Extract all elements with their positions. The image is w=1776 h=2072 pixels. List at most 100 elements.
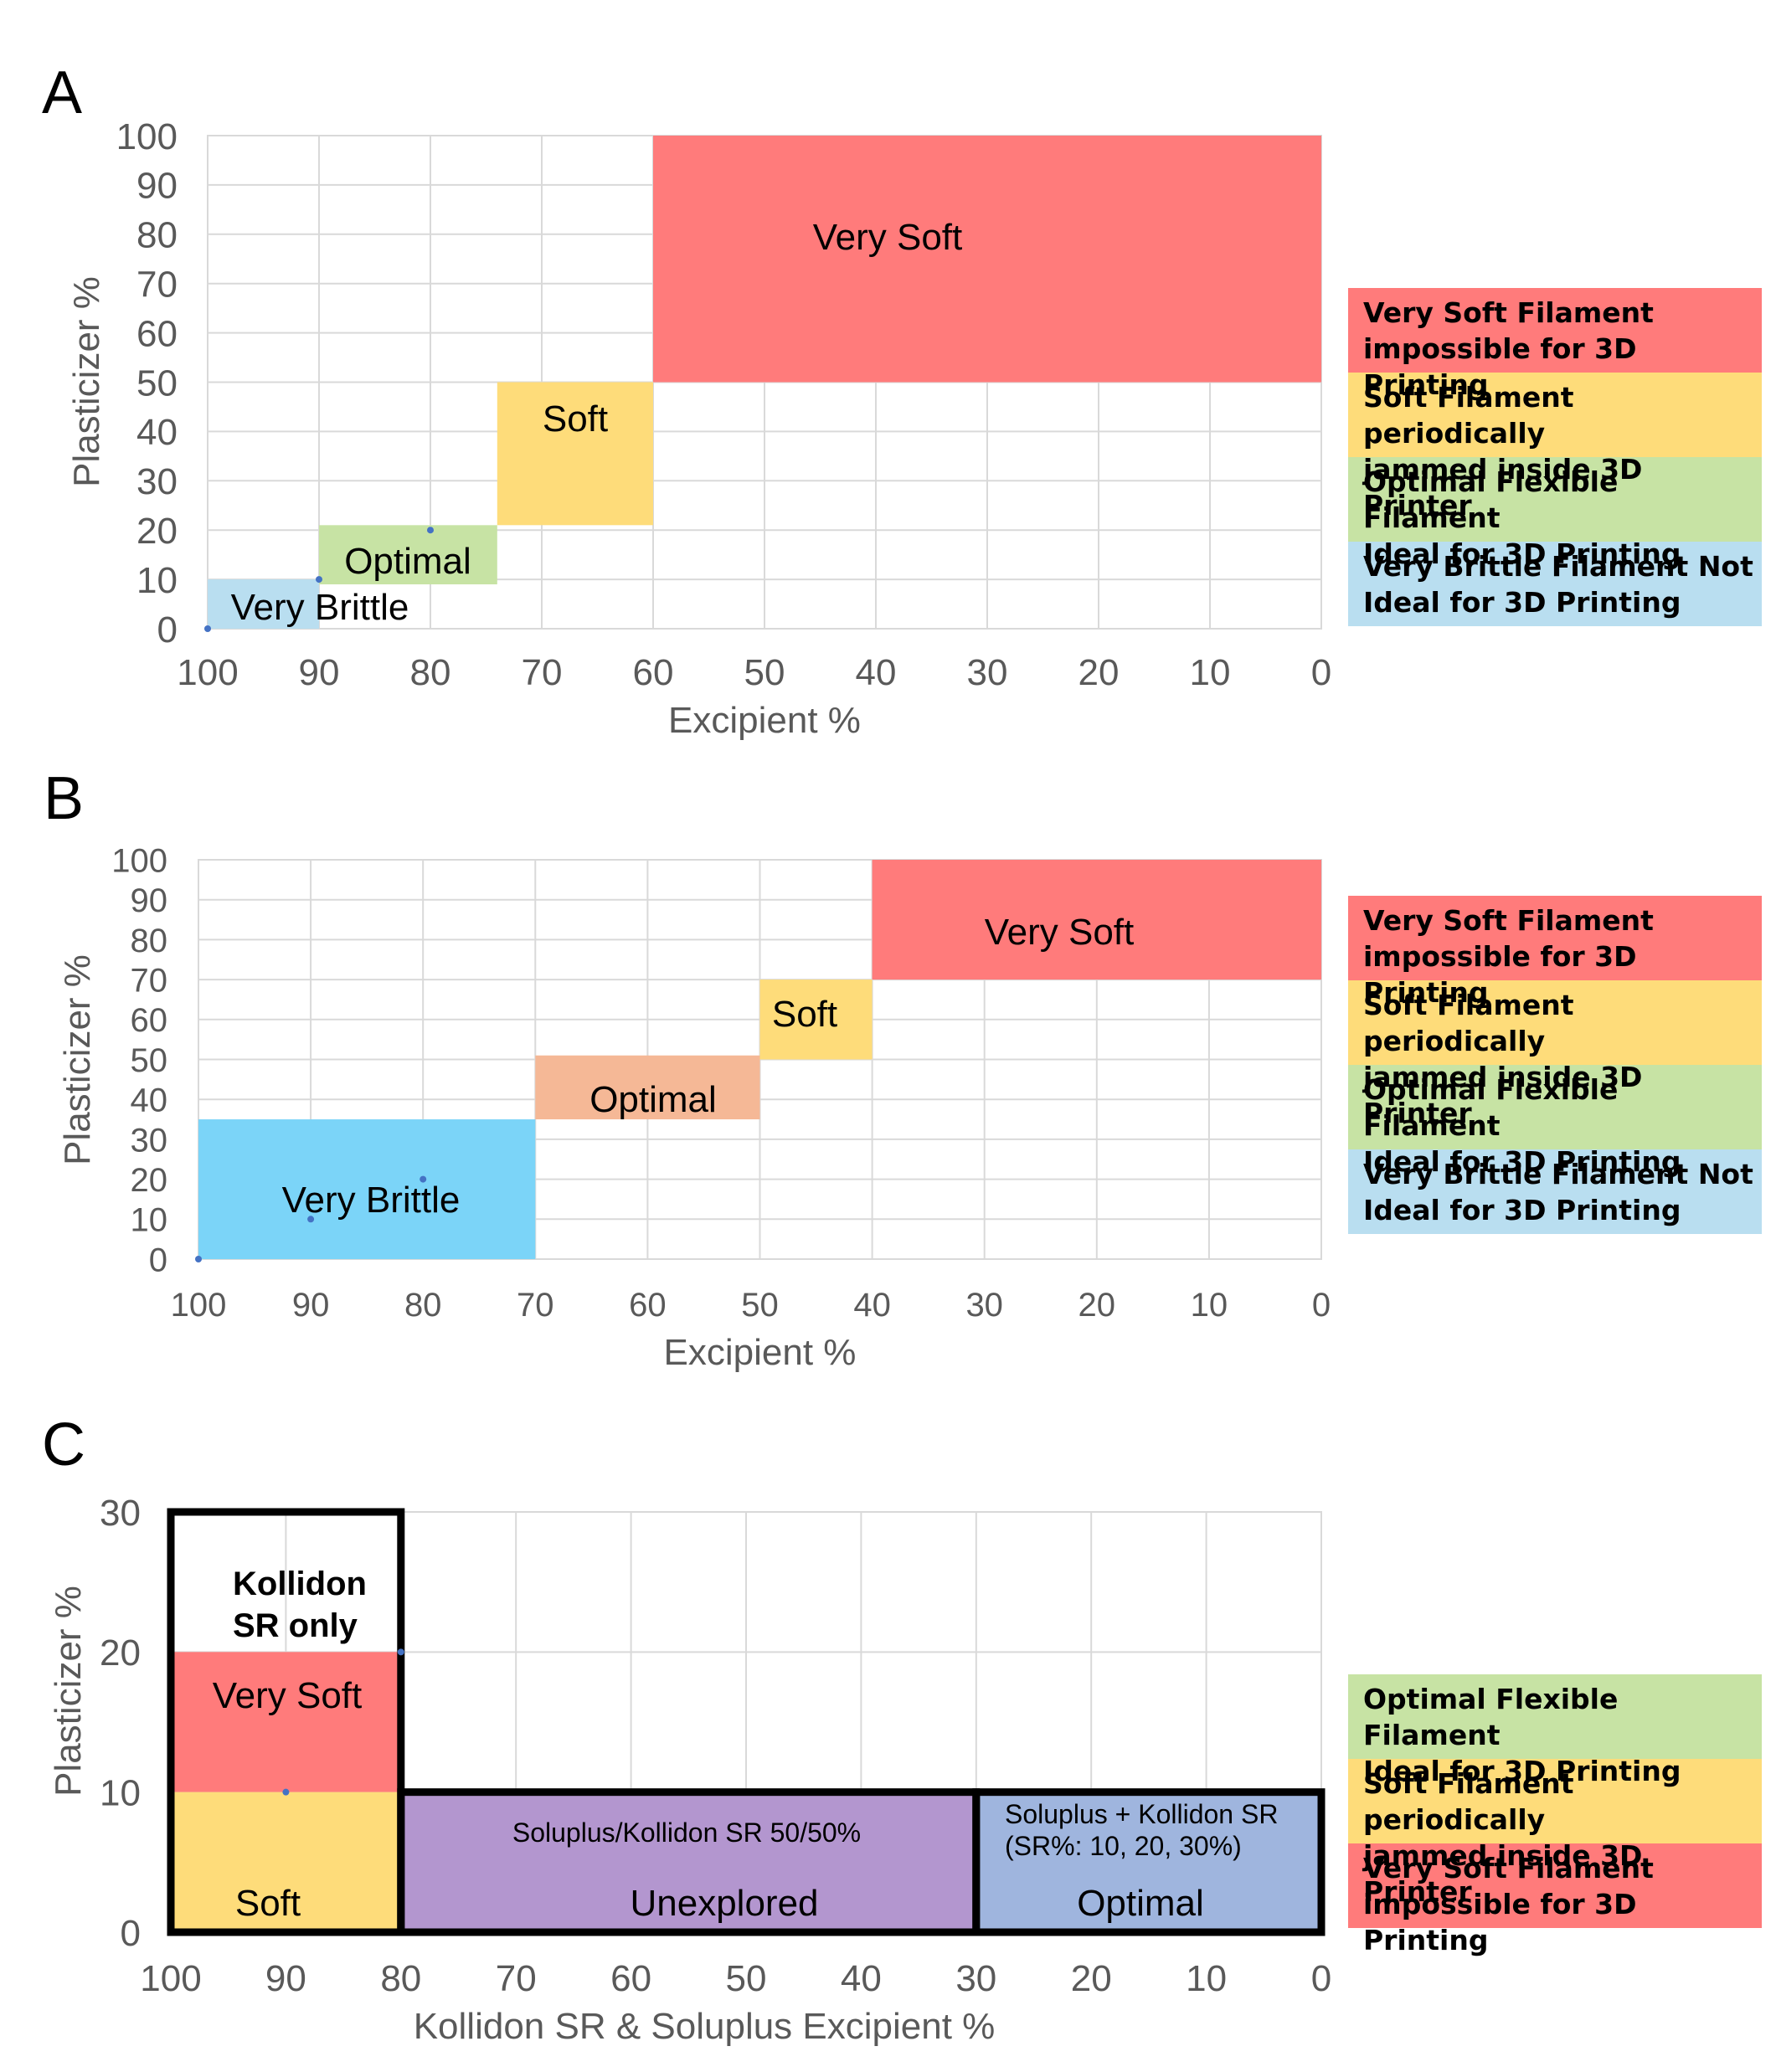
legend-text: impossible for 3D Printing xyxy=(1363,1888,1637,1956)
panel-label: A xyxy=(42,59,82,126)
legend-text: Soft Filament periodically xyxy=(1363,1767,1574,1836)
y-tick-label: 90 xyxy=(136,166,178,207)
legend-text: jammed inside 3D Printer xyxy=(1363,453,1643,522)
region-label: Soft xyxy=(772,994,837,1035)
y-tick-label: 10 xyxy=(100,1773,141,1814)
region-label: Very Soft xyxy=(213,1675,363,1716)
x-tick-label: 70 xyxy=(522,652,563,693)
x-tick-label: 20 xyxy=(1078,652,1120,693)
y-tick-label: 30 xyxy=(136,461,178,502)
y-tick-label: 40 xyxy=(136,412,178,453)
box-label: SR only xyxy=(233,1607,358,1644)
x-tick-label: 80 xyxy=(410,652,451,693)
y-tick-label: 60 xyxy=(136,313,178,354)
y-tick-label: 50 xyxy=(131,1042,168,1079)
legend-text: jammed inside 3D Printer xyxy=(1363,1839,1643,1908)
legend-text: Ideal for 3D Printing xyxy=(1363,1194,1681,1226)
legend-item-very-brittle: Very Brittle Filament Not Ideal for 3D Pr… xyxy=(1348,542,1762,626)
legend-panel-a: Very Soft Filament impossible for 3D Prin… xyxy=(1348,288,1762,626)
x-tick-label: 40 xyxy=(853,1287,891,1324)
x-tick-label: 70 xyxy=(496,1958,537,1999)
region-sublabel: Soluplus + Kollidon SR xyxy=(1005,1799,1278,1829)
region-optimal xyxy=(535,1055,760,1120)
x-tick-label: 0 xyxy=(1311,652,1331,693)
region-label: Soft xyxy=(235,1883,301,1924)
y-tick-label: 80 xyxy=(131,923,168,959)
x-tick-label: 10 xyxy=(1191,1287,1228,1324)
legend-item-optimal: Optimal Flexible Filament Ideal for 3D Pr… xyxy=(1348,1674,1762,1787)
x-tick-label: 20 xyxy=(1078,1287,1116,1324)
y-tick-label: 70 xyxy=(131,963,168,1000)
x-tick-label: 90 xyxy=(292,1287,330,1324)
legend-text: Soft Filament periodically xyxy=(1363,989,1574,1057)
legend-text: Very Soft Filament xyxy=(1363,1852,1654,1884)
y-tick-label: 70 xyxy=(136,265,178,306)
data-point xyxy=(204,625,211,632)
x-tick-label: 0 xyxy=(1312,1287,1331,1324)
y-axis-label: Plasticizer % xyxy=(57,954,98,1165)
data-point xyxy=(420,1175,427,1183)
y-tick-label: 10 xyxy=(136,560,178,601)
region-very-soft xyxy=(653,136,1321,383)
legend-text: jammed inside 3D Printer xyxy=(1363,1061,1643,1129)
x-tick-label: 90 xyxy=(265,1958,306,1999)
region-label: Optimal xyxy=(1077,1883,1204,1924)
x-tick-label: 100 xyxy=(171,1287,227,1324)
y-tick-label: 30 xyxy=(100,1493,141,1534)
y-tick-label: 40 xyxy=(131,1082,168,1119)
x-tick-label: 80 xyxy=(404,1287,442,1324)
x-tick-label: 100 xyxy=(177,652,238,693)
legend-item-soft: Soft Filament periodically jammed inside … xyxy=(1348,980,1762,1129)
legend-panel-b: Very Soft Filament impossible for 3D Prin… xyxy=(1348,896,1762,1234)
x-tick-label: 30 xyxy=(955,1958,996,1999)
x-tick-label: 50 xyxy=(741,1287,779,1324)
legend-text: Very Brittle Filament Not xyxy=(1363,550,1753,583)
region-unexplored xyxy=(400,1792,976,1932)
region-label: Optimal xyxy=(344,541,471,582)
legend-text: Ideal for 3D Printing xyxy=(1363,586,1681,619)
panel-label: B xyxy=(44,765,84,832)
legend-text: Optimal Flexible Filament xyxy=(1363,465,1619,534)
y-tick-label: 0 xyxy=(157,609,178,650)
x-axis-label: Excipient % xyxy=(664,1332,857,1373)
region-label: Soft xyxy=(543,398,608,440)
legend-panel-c: Optimal Flexible Filament Ideal for 3D Pr… xyxy=(1348,1674,1762,1956)
data-point xyxy=(427,527,434,534)
legend-text: Ideal for 3D Printing xyxy=(1363,1755,1681,1787)
legend-item-very-brittle: Very Brittle Filament Not Ideal for 3D Pr… xyxy=(1348,1149,1762,1234)
legend-text: Ideal for 3D Printing xyxy=(1363,1145,1681,1178)
x-tick-label: 100 xyxy=(140,1958,201,1999)
y-tick-label: 0 xyxy=(121,1913,141,1954)
legend-text: Very Soft Filament xyxy=(1363,904,1654,937)
region-very-brittle xyxy=(198,1119,536,1259)
x-axis-label: Excipient % xyxy=(668,700,861,741)
y-tick-label: 60 xyxy=(131,1002,168,1039)
region-optimal xyxy=(976,1792,1321,1932)
y-tick-label: 90 xyxy=(131,882,168,919)
region-very-brittle xyxy=(208,579,319,629)
region-label: Very Soft xyxy=(813,217,963,258)
legend-text: Optimal Flexible Filament xyxy=(1363,1683,1619,1751)
x-tick-label: 60 xyxy=(633,652,674,693)
region-soft xyxy=(171,1792,401,1932)
x-tick-label: 40 xyxy=(841,1958,882,1999)
legend-item-soft: Soft Filament periodically jammed inside … xyxy=(1348,373,1762,522)
legend-text: impossible for 3D Printing xyxy=(1363,332,1637,401)
x-tick-label: 10 xyxy=(1190,652,1231,693)
x-tick-label: 70 xyxy=(517,1287,554,1324)
x-tick-label: 30 xyxy=(967,652,1008,693)
y-tick-label: 30 xyxy=(131,1122,168,1159)
data-point xyxy=(307,1216,315,1223)
y-tick-label: 20 xyxy=(131,1162,168,1199)
y-axis-label: Plasticizer % xyxy=(66,276,107,487)
y-tick-label: 100 xyxy=(111,842,167,879)
legend-text: impossible for 3D Printing xyxy=(1363,940,1637,1009)
data-point xyxy=(282,1788,290,1796)
region-sublabel: Soluplus/Kollidon SR 50/50% xyxy=(512,1817,861,1848)
legend-text: Soft Filament periodically xyxy=(1363,381,1574,450)
x-tick-label: 60 xyxy=(610,1958,651,1999)
legend-item-very-soft: Very Soft Filament impossible for 3D Prin… xyxy=(1348,288,1762,401)
box-label: Kollidon xyxy=(233,1566,367,1602)
x-tick-label: 40 xyxy=(856,652,897,693)
